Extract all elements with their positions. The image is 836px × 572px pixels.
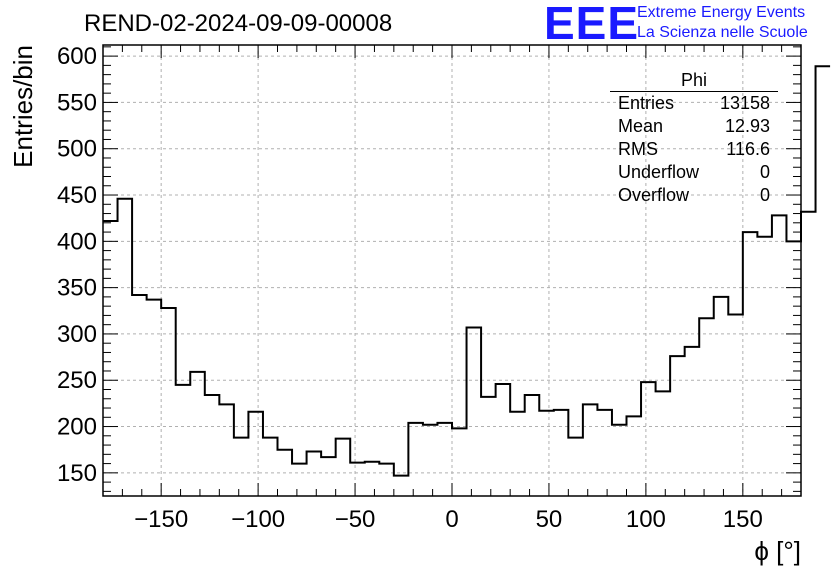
logo-line-1: Extreme Energy Events <box>637 4 806 21</box>
stats-box: Phi Entries 13158 Mean 12.93 RMS 116.6 Unde… <box>610 69 778 207</box>
y-tick-label: 450 <box>57 182 97 209</box>
stats-value: 12.93 <box>724 116 770 136</box>
stats-value: 0 <box>759 185 770 205</box>
stats-value: 13158 <box>719 93 770 113</box>
chart-title: REND-02-2024-09-09-00008 <box>84 10 393 37</box>
stats-row: Underflow 0 <box>610 161 778 184</box>
x-tick-label: −50 <box>335 506 376 533</box>
y-tick-label: 200 <box>57 414 97 441</box>
x-tick-label: 0 <box>445 506 458 533</box>
x-tick-label: 150 <box>723 506 763 533</box>
stats-row: RMS 116.6 <box>610 138 778 161</box>
y-tick-label: 350 <box>57 275 97 302</box>
y-tick-label: 250 <box>57 367 97 394</box>
stats-row: Entries 13158 <box>610 92 778 115</box>
stats-label: Mean <box>618 116 664 136</box>
stats-label: RMS <box>618 139 658 159</box>
stats-value: 116.6 <box>726 139 770 159</box>
stats-label: Underflow <box>618 162 700 182</box>
y-tick-label: 150 <box>57 460 97 487</box>
stats-value: 0 <box>759 162 770 182</box>
x-tick-label: 100 <box>626 506 666 533</box>
logo-line-2: La Scienza nelle Scuole <box>637 24 808 41</box>
stats-label: Overflow <box>618 185 690 205</box>
y-tick-label: 300 <box>57 321 97 348</box>
y-tick-label: 550 <box>57 89 97 116</box>
stats-row: Overflow 0 <box>610 184 778 207</box>
y-axis-label: Entries/bin <box>8 45 38 168</box>
x-tick-label: −100 <box>231 506 285 533</box>
x-tick-label: 50 <box>536 506 563 533</box>
y-tick-label: 600 <box>57 43 97 70</box>
eee-logo: EEE <box>544 0 640 49</box>
x-tick-label: −150 <box>134 506 188 533</box>
y-tick-label: 400 <box>57 228 97 255</box>
histogram-series <box>103 65 831 477</box>
stats-title: Phi <box>610 69 778 92</box>
x-axis-label: ϕ [°] <box>754 536 801 566</box>
stats-row: Mean 12.93 <box>610 115 778 138</box>
y-tick-label: 500 <box>57 136 97 163</box>
stats-label: Entries <box>618 93 675 113</box>
